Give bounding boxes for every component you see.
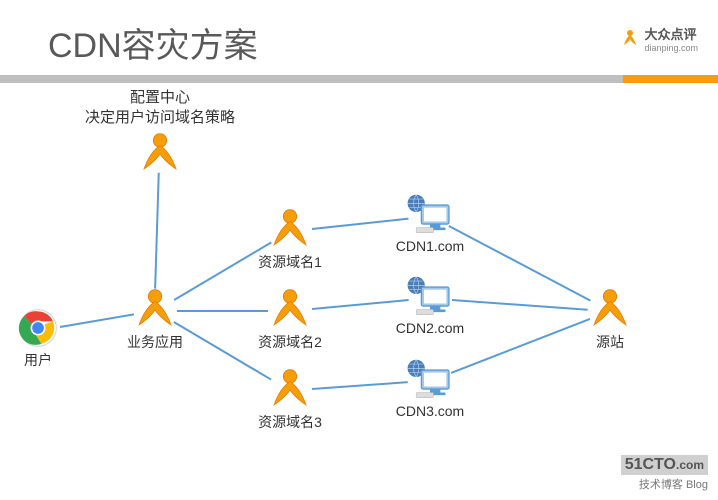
brand-logo: 大众点评 dianping.com: [620, 24, 698, 53]
brand-name-cn: 大众点评: [644, 24, 698, 43]
node-config: 配置中心决定用户访问域名策略: [120, 88, 200, 174]
node-res1: 资源域名1: [250, 208, 330, 272]
computer-icon: [404, 193, 456, 236]
chrome-icon: [18, 308, 58, 348]
node-label: 业务应用: [127, 332, 183, 352]
edge: [452, 299, 588, 310]
watermark-sub: 技术博客: [639, 479, 683, 491]
node-cdn2: CDN2.com: [390, 275, 470, 336]
node-label: CDN3.com: [396, 403, 464, 419]
node-cdn1: CDN1.com: [390, 193, 470, 254]
node-label-top: 配置中心决定用户访问域名策略: [85, 88, 235, 129]
node-label: 资源域名3: [258, 412, 322, 432]
brand-icon: [620, 29, 640, 49]
person-icon: [269, 208, 311, 250]
node-label: CDN2.com: [396, 320, 464, 336]
node-label: CDN1.com: [396, 238, 464, 254]
watermark-main: 51CTO: [625, 456, 676, 473]
node-app: 业务应用: [115, 288, 195, 352]
person-icon: [269, 368, 311, 410]
brand-name-en: dianping.com: [644, 43, 698, 53]
person-icon: [139, 132, 181, 174]
edge: [450, 318, 590, 373]
node-label: 源站: [596, 332, 624, 352]
diagram-canvas: 用户配置中心决定用户访问域名策略 业务应用 资源域名1 资源域名2 资源域名3 …: [0, 83, 718, 463]
page-title: CDN容灾方案: [48, 18, 258, 67]
node-label: 资源域名2: [258, 332, 322, 352]
edge: [155, 173, 160, 289]
node-user: 用户: [0, 308, 78, 370]
watermark: 51CTO.com 技术博客 Blog: [621, 455, 708, 492]
watermark-tag: Blog: [686, 479, 708, 491]
person-icon: [269, 288, 311, 330]
header-separator: [0, 75, 718, 83]
person-icon: [134, 288, 176, 330]
node-cdn3: CDN3.com: [390, 358, 470, 419]
computer-icon: [404, 358, 456, 401]
node-res2: 资源域名2: [250, 288, 330, 352]
watermark-suffix: .com: [676, 458, 704, 472]
node-label: 用户: [24, 350, 52, 370]
computer-icon: [404, 275, 456, 318]
node-label: 资源域名1: [258, 252, 322, 272]
node-origin: 源站: [570, 288, 650, 352]
person-icon: [589, 288, 631, 330]
node-res3: 资源域名3: [250, 368, 330, 432]
